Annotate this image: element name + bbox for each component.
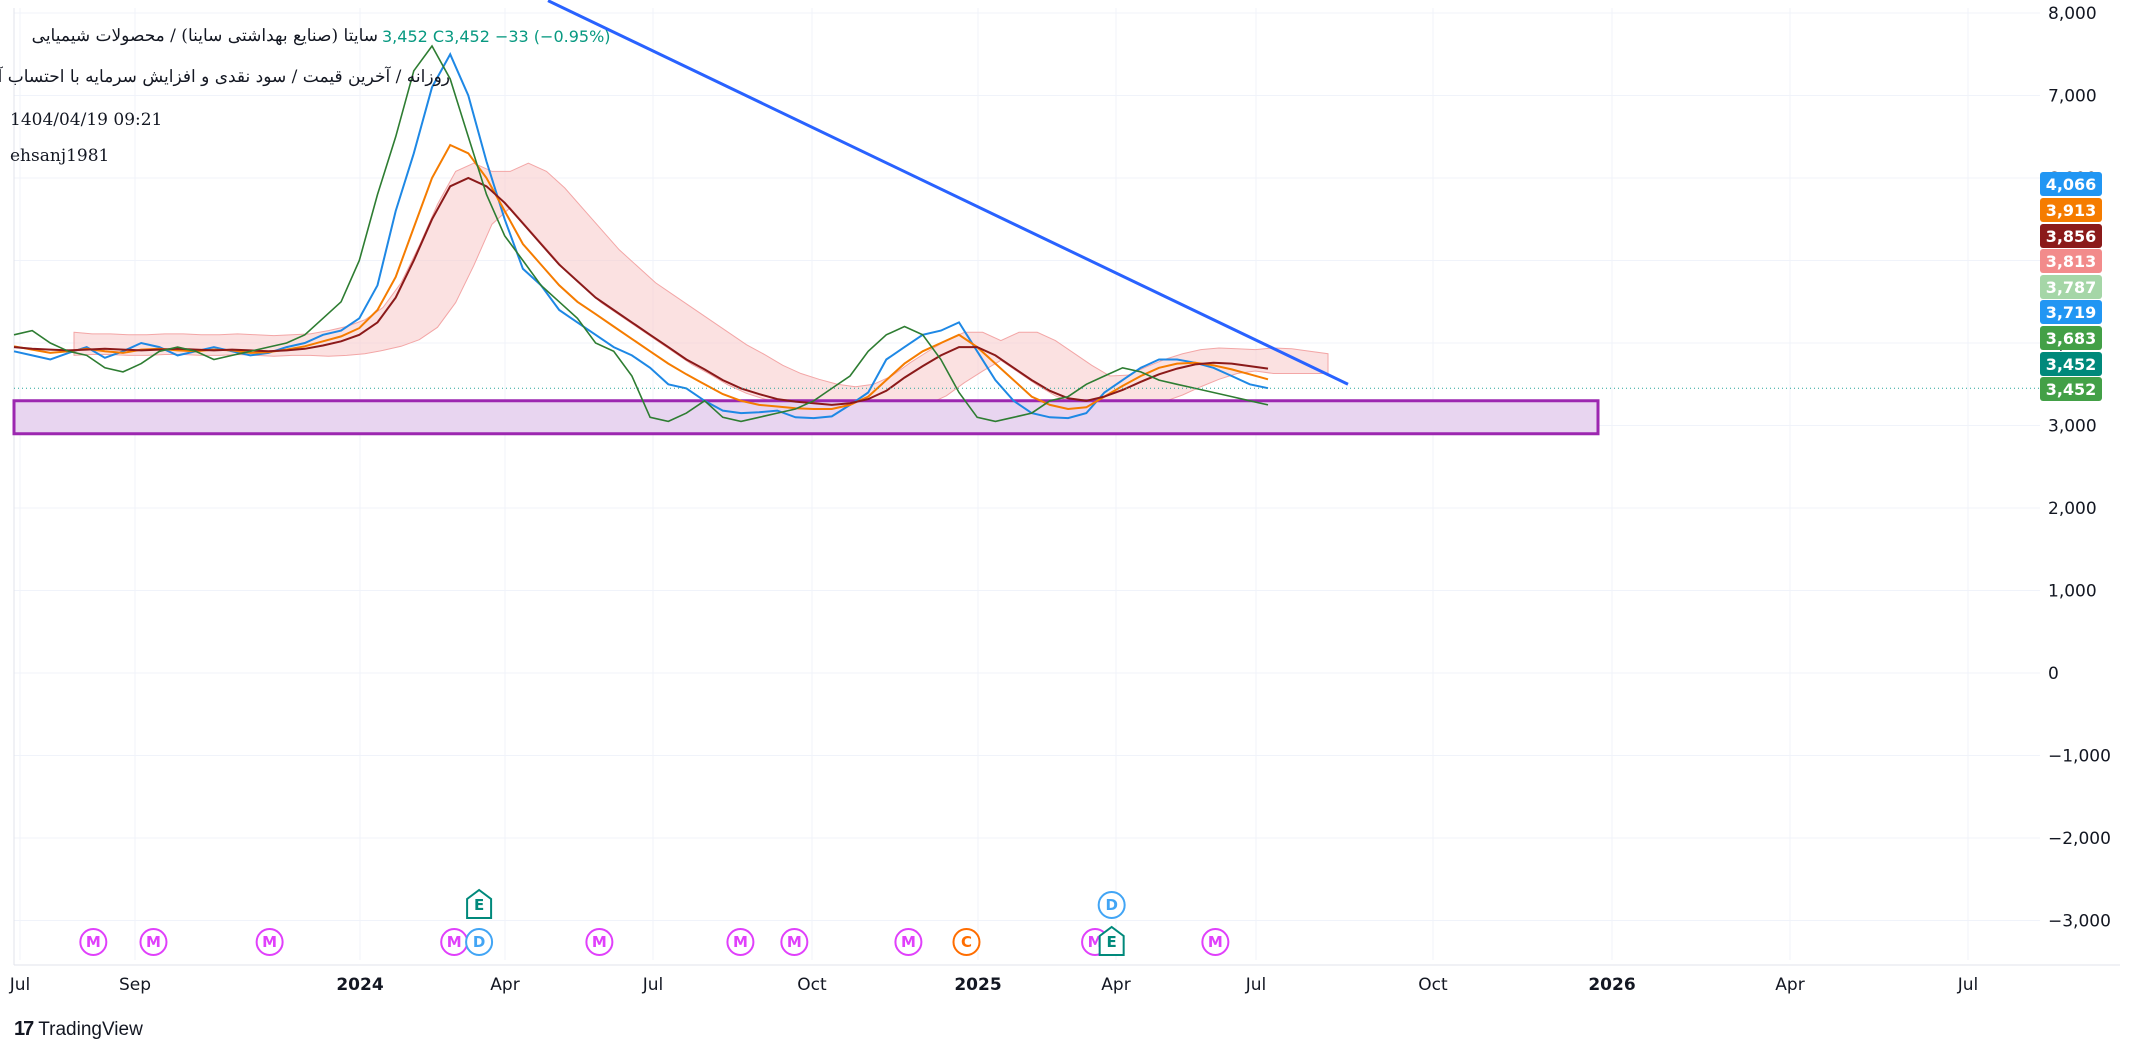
price-axis[interactable]: 8,0007,0006,0005,0004,0003,0002,0001,000…: [2048, 4, 2111, 932]
x-tick-label: Sep: [119, 975, 151, 995]
price-badge-label: 4,066: [2046, 175, 2097, 194]
event-label[interactable]: M: [592, 933, 607, 951]
x-tick-label: Jul: [9, 975, 31, 995]
tradingview-logo[interactable]: 17 TradingView: [14, 1018, 143, 1041]
y-tick-label: 0: [2048, 664, 2059, 684]
price-badge: [2040, 377, 2102, 401]
event-marker-m[interactable]: [255, 928, 284, 956]
series-lines: [13, 44, 1269, 423]
price-badge-label: 3,787: [2046, 278, 2097, 297]
event-marker-c[interactable]: [952, 928, 981, 956]
price-badge-label: 3,856: [2046, 227, 2097, 246]
price-badge: [2040, 300, 2102, 324]
y-tick-label: −2,000: [2048, 829, 2111, 849]
timestamp: 1404/04/19 09:21: [10, 110, 163, 130]
x-tick-label: Oct: [1418, 975, 1448, 995]
price-badge-label: 3,683: [2046, 329, 2097, 348]
x-tick-label: Apr: [1101, 975, 1130, 995]
event-label[interactable]: M: [1208, 933, 1223, 951]
x-tick-label: Jul: [1957, 975, 1979, 995]
price-badge-label: 3,719: [2046, 303, 2097, 322]
x-tick-label: Jul: [1245, 975, 1267, 995]
event-label[interactable]: C: [961, 933, 972, 951]
symbol-title: سایتا (صنایع بهداشتی ساینا) / محصولات شی…: [31, 26, 378, 46]
price-badge: [2040, 352, 2102, 376]
event-marker-m[interactable]: [726, 928, 755, 956]
grid: [13, 8, 2120, 966]
price-badge-label: 3,452: [2046, 355, 2097, 374]
x-tick-label: Oct: [797, 975, 827, 995]
event-marker-d[interactable]: [1097, 891, 1126, 919]
event-marker-m[interactable]: [1201, 928, 1230, 956]
price-badge-label: 3,452: [2046, 380, 2097, 399]
series-line-4: [13, 44, 1269, 423]
trendline-segment[interactable]: [547, 0, 1349, 386]
x-tick-label: 2026: [1588, 975, 1635, 995]
event-marker-m[interactable]: [139, 928, 168, 956]
price-badge-label: 3,813: [2046, 252, 2097, 271]
price-change: 3,452 C3,452 −33 (−0.95%): [382, 27, 611, 46]
event-label[interactable]: M: [146, 933, 161, 951]
price-badge: [2040, 326, 2102, 350]
price-badges: 4,066 3,913 3,856 3,813 3,787 3,719 3,683 3,452…: [2040, 172, 2102, 401]
event-label[interactable]: D: [473, 933, 485, 951]
price-badge: [2040, 224, 2102, 248]
time-axis[interactable]: Jul Sep 2024 Apr Jul Oct 2025 Apr Jul Oct 2026 Apr J…: [9, 975, 1979, 995]
event-label[interactable]: E: [1107, 933, 1117, 951]
x-tick-label: Apr: [490, 975, 519, 995]
cloud-area: [73, 162, 1329, 411]
event-marker-d[interactable]: [465, 928, 494, 956]
x-tick-label: 2025: [954, 975, 1001, 995]
price-badge: [2040, 172, 2102, 196]
x-tick-label: Apr: [1775, 975, 1804, 995]
price-badge: [2040, 198, 2102, 222]
author: ehsanj1981: [10, 146, 110, 166]
y-tick-label: −3,000: [2048, 912, 2111, 932]
event-markers[interactable]: M M M MED M M M M C MDE M: [79, 888, 1230, 956]
y-tick-label: 1,000: [2048, 582, 2097, 602]
x-tick-label: 2024: [336, 975, 383, 995]
event-label[interactable]: M: [86, 933, 101, 951]
event-marker-m[interactable]: [585, 928, 614, 956]
chart-subtitle: روزانه / آخرین قیمت / سود نقدی و افزایش …: [0, 67, 450, 87]
brand-name: TradingView: [38, 1018, 143, 1040]
event-label[interactable]: D: [1105, 896, 1117, 914]
event-label[interactable]: M: [262, 933, 277, 951]
tradingview-icon: 17: [14, 1018, 34, 1040]
event-label[interactable]: M: [733, 933, 748, 951]
event-label[interactable]: M: [447, 933, 462, 951]
event-marker-e[interactable]: [466, 888, 493, 919]
event-label[interactable]: E: [474, 896, 484, 914]
event-label[interactable]: M: [901, 933, 916, 951]
event-marker-m[interactable]: [79, 928, 108, 956]
price-badge: [2040, 275, 2102, 299]
trendline[interactable]: [547, 0, 1349, 386]
y-tick-label: 2,000: [2048, 499, 2097, 519]
y-tick-label: 3,000: [2048, 417, 2097, 437]
y-tick-label: 8,000: [2048, 4, 2097, 24]
price-badge: [2040, 249, 2102, 273]
y-tick-label: −1,000: [2048, 747, 2111, 767]
ichimoku-cloud: [73, 162, 1329, 411]
x-tick-label: Jul: [642, 975, 664, 995]
event-marker-m[interactable]: [894, 928, 923, 956]
event-marker-e[interactable]: [1098, 925, 1125, 956]
price-badge-label: 3,913: [2046, 201, 2097, 220]
y-tick-label: 7,000: [2048, 87, 2097, 107]
event-marker-m[interactable]: [780, 928, 809, 956]
series-line-3: [13, 176, 1269, 406]
event-label[interactable]: M: [787, 933, 802, 951]
